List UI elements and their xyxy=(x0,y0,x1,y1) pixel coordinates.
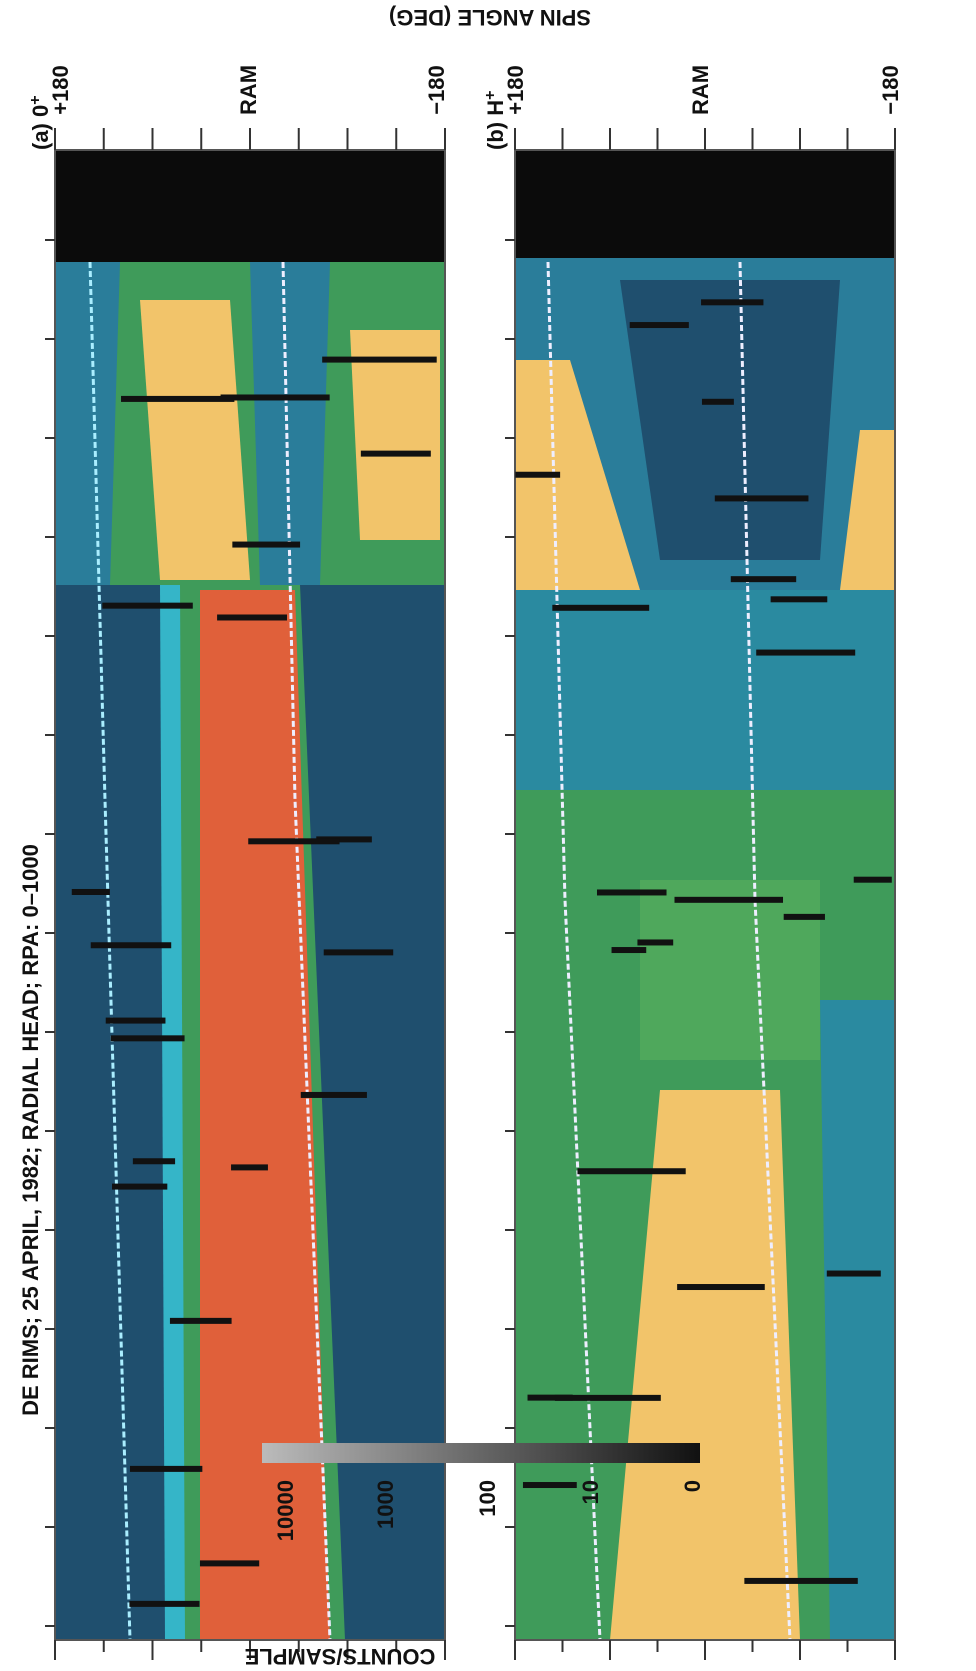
dropout xyxy=(129,1600,200,1607)
dropout xyxy=(322,356,437,363)
dropout xyxy=(360,450,431,457)
dropout xyxy=(132,1158,176,1165)
dropout xyxy=(596,889,667,896)
dropout xyxy=(730,576,797,583)
decorations xyxy=(45,128,896,1660)
charge: + xyxy=(482,91,499,100)
colorbar-label: COUNTS/SAMPLE xyxy=(245,1644,436,1669)
dropout xyxy=(231,1164,268,1171)
charge: + xyxy=(27,95,44,104)
panel-label: (a) 0+ xyxy=(27,95,53,150)
dropout xyxy=(611,947,647,954)
heat-region xyxy=(610,1090,800,1640)
panel-a xyxy=(54,149,446,1641)
dropout xyxy=(199,1560,260,1567)
dropout xyxy=(577,1168,686,1175)
dropout xyxy=(102,602,193,609)
dropout xyxy=(677,1284,765,1291)
dropout xyxy=(629,322,689,329)
dropout xyxy=(522,1482,577,1489)
dropout xyxy=(300,1091,367,1098)
figure-title: DE RIMS; 25 APRIL, 1982; RADIAL HEAD; RP… xyxy=(18,844,43,1416)
heat-region xyxy=(620,280,840,560)
angle-tick-label: RAM xyxy=(688,65,713,115)
heat-region xyxy=(160,585,185,1640)
dropout xyxy=(701,398,734,405)
dropout xyxy=(826,1270,881,1277)
dropout xyxy=(770,596,828,603)
dropout xyxy=(232,541,301,548)
dropout xyxy=(756,649,856,656)
dropout xyxy=(637,939,674,946)
dropout xyxy=(783,913,825,920)
colorbar-tick-label: 100 xyxy=(475,1480,500,1517)
dropout xyxy=(527,1394,573,1401)
angle-tick-label: −180 xyxy=(424,65,449,115)
dropout xyxy=(217,614,287,621)
heat-region xyxy=(350,330,440,540)
ram-trace xyxy=(281,261,332,1641)
colorbar-tick-label: 10 xyxy=(578,1480,603,1504)
heat-region xyxy=(140,300,250,580)
heat-region xyxy=(515,590,895,790)
dropout xyxy=(316,836,372,843)
dropout xyxy=(71,888,110,895)
angle-tick-label: −180 xyxy=(878,65,903,115)
heat-region xyxy=(515,360,640,590)
dropout xyxy=(112,1183,168,1190)
dropout xyxy=(169,1317,232,1324)
dropout xyxy=(110,1035,185,1042)
colorbar-tick-label: 10000 xyxy=(273,1480,298,1541)
angle-tick-label: +180 xyxy=(48,65,73,115)
dropout xyxy=(248,838,340,845)
dropout xyxy=(515,471,561,478)
heat-region xyxy=(250,262,330,585)
dropout xyxy=(853,876,892,883)
colorbar-tick-label: 0 xyxy=(680,1480,705,1492)
heat-region xyxy=(840,430,895,590)
dropout xyxy=(90,942,172,949)
axis-label: SPIN ANGLE (DEG) xyxy=(389,5,591,30)
angle-tick-label: +180 xyxy=(503,65,528,115)
angle-tick-label: RAM xyxy=(236,65,261,115)
dropout xyxy=(220,394,330,401)
dropout xyxy=(714,495,809,502)
panel-b xyxy=(514,149,896,1641)
dropout xyxy=(121,395,235,402)
heat-region xyxy=(820,1000,895,1640)
dropout xyxy=(701,299,764,306)
dropout xyxy=(323,949,394,956)
dropout xyxy=(105,1017,166,1024)
colorbar-tick-label: 1000 xyxy=(373,1480,398,1529)
ram-trace xyxy=(88,261,132,1641)
no-data-region xyxy=(515,150,895,258)
ram-trace xyxy=(738,261,792,1641)
heat-region xyxy=(55,262,120,585)
panel-label: (b) H+ xyxy=(482,91,508,150)
no-data-region xyxy=(55,150,445,262)
dropout xyxy=(744,1577,858,1584)
dropout xyxy=(552,604,650,611)
colorbar xyxy=(262,1443,700,1463)
heat-region xyxy=(640,880,820,1060)
panel-label-text: (b) H xyxy=(483,100,508,150)
dropout xyxy=(554,1394,661,1401)
dropout xyxy=(129,1465,203,1472)
panel-label-text: (a) 0 xyxy=(28,105,53,150)
dropout xyxy=(674,896,784,903)
